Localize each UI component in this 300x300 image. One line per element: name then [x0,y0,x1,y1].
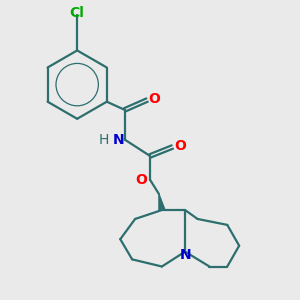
Text: N: N [179,248,191,262]
Text: O: O [148,92,160,106]
Text: O: O [136,173,148,187]
Text: O: O [174,139,186,152]
Text: H: H [99,133,109,147]
Text: Cl: Cl [70,6,85,20]
Polygon shape [159,194,165,211]
Text: N: N [113,133,124,147]
